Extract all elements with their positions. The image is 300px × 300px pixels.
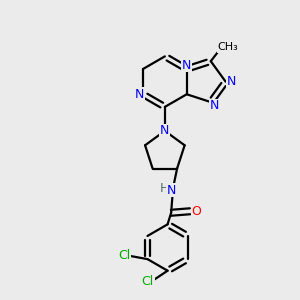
Text: N: N [135, 88, 144, 101]
Text: N: N [182, 58, 191, 72]
Text: Cl: Cl [118, 249, 131, 262]
Text: N: N [160, 124, 170, 137]
Text: CH₃: CH₃ [217, 42, 238, 52]
Text: H: H [160, 182, 169, 195]
Text: Cl: Cl [142, 274, 154, 288]
Text: N: N [167, 184, 176, 196]
Text: N: N [210, 99, 219, 112]
Text: O: O [192, 205, 202, 218]
Text: N: N [227, 75, 236, 88]
